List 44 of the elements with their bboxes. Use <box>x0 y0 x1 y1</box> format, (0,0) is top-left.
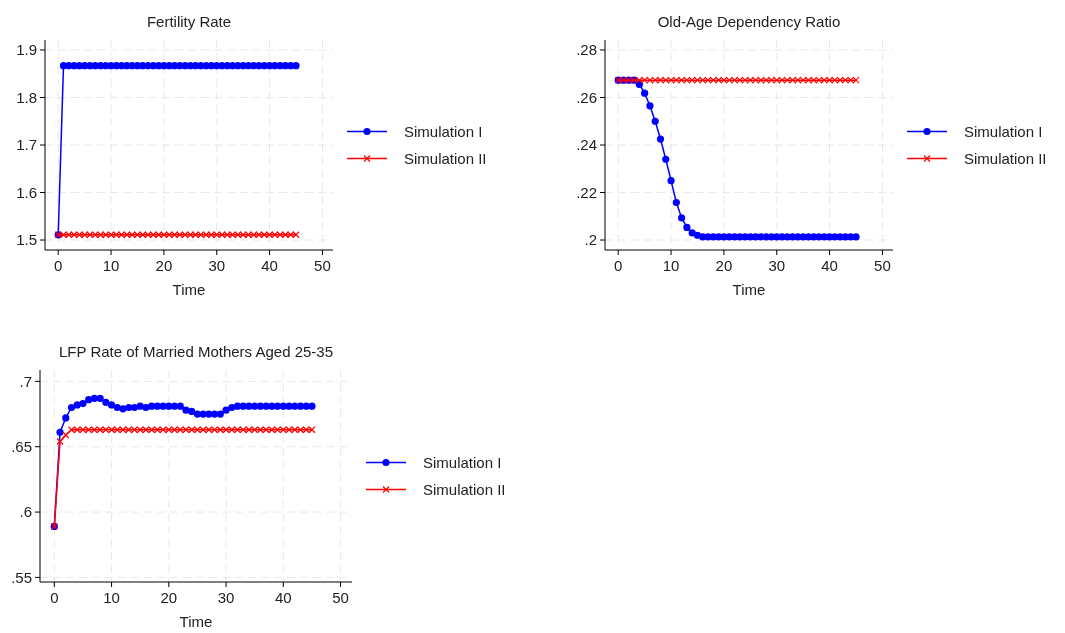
x-tick-label: 40 <box>261 257 278 274</box>
x-tick-label: 0 <box>614 257 623 274</box>
x-tick-label: 10 <box>102 257 120 274</box>
x-tick-label: 10 <box>662 257 680 274</box>
x-tick-label: 20 <box>160 589 178 606</box>
x-tick-label: 40 <box>274 589 292 606</box>
x-axis-title: Time <box>732 281 766 298</box>
y-tick-label: 1.6 <box>16 183 37 201</box>
y-tick-label: .55 <box>11 568 32 586</box>
y-tick-label: 1.8 <box>16 88 37 106</box>
legend-label: Simulation I <box>964 122 1043 140</box>
x-tick-label: 40 <box>821 257 838 274</box>
x-tick-label: 30 <box>208 257 226 274</box>
x-tick-label: 10 <box>103 589 120 606</box>
chart-title: Fertility Rate <box>146 13 232 30</box>
legend-label: Simulation II <box>964 149 1047 167</box>
x-tick-label: 30 <box>217 589 235 606</box>
y-tick-label: .7 <box>19 372 32 390</box>
legend-label: Simulation II <box>404 149 487 167</box>
y-tick-label: .22 <box>576 183 597 201</box>
y-tick-label: .65 <box>11 437 32 455</box>
x-tick-label: 0 <box>54 257 63 274</box>
x-tick-label: 20 <box>715 257 733 274</box>
y-tick-label: 1.9 <box>16 41 37 59</box>
y-tick-label: .28 <box>576 41 597 59</box>
y-tick-label: .24 <box>576 136 597 154</box>
legend-label: Simulation II <box>423 480 506 498</box>
y-tick-label: 1.7 <box>16 136 37 154</box>
y-tick-label: .6 <box>19 503 32 521</box>
y-tick-label: 1.5 <box>16 231 37 249</box>
x-tick-label: 30 <box>768 257 786 274</box>
y-tick-label: .26 <box>576 88 597 106</box>
x-tick-label: 20 <box>155 257 173 274</box>
chart-title: Old-Age Dependency Ratio <box>657 13 841 30</box>
y-tick-label: .2 <box>584 231 597 249</box>
x-axis-title: Time <box>172 281 206 298</box>
chart-title: LFP Rate of Married Mothers Aged 25-35 <box>58 343 334 360</box>
legend-label: Simulation I <box>423 453 502 471</box>
x-tick-label: 50 <box>332 589 349 606</box>
x-tick-label: 50 <box>874 257 891 274</box>
x-tick-label: 0 <box>50 589 59 606</box>
legend-label: Simulation I <box>404 122 483 140</box>
x-axis-title: Time <box>179 613 213 630</box>
x-tick-label: 50 <box>314 257 331 274</box>
